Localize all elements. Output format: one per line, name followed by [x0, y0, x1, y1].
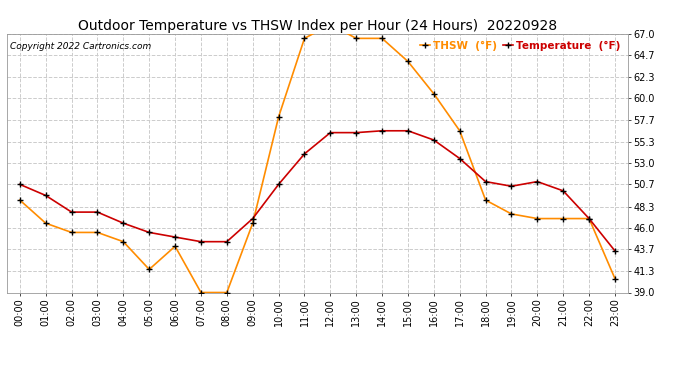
THSW  (°F) — [533, 216, 542, 221]
Temperature  (°F) — [68, 210, 76, 214]
Line: Temperature  (°F): Temperature (°F) — [17, 127, 618, 254]
Temperature  (°F) — [197, 239, 205, 244]
THSW  (°F) — [197, 290, 205, 295]
THSW  (°F) — [145, 267, 153, 272]
Temperature  (°F) — [171, 235, 179, 239]
THSW  (°F) — [119, 239, 128, 244]
Temperature  (°F) — [93, 210, 101, 214]
THSW  (°F) — [611, 276, 619, 281]
Temperature  (°F) — [559, 189, 567, 193]
THSW  (°F) — [93, 230, 101, 235]
THSW  (°F) — [223, 290, 231, 295]
THSW  (°F) — [352, 36, 360, 40]
THSW  (°F) — [455, 129, 464, 133]
Temperature  (°F) — [223, 239, 231, 244]
THSW  (°F) — [248, 221, 257, 225]
THSW  (°F) — [41, 221, 50, 225]
Temperature  (°F) — [275, 182, 283, 187]
THSW  (°F) — [585, 216, 593, 221]
Temperature  (°F) — [378, 129, 386, 133]
Temperature  (°F) — [119, 221, 128, 225]
THSW  (°F) — [482, 198, 490, 202]
THSW  (°F) — [378, 36, 386, 40]
THSW  (°F) — [326, 22, 335, 27]
Temperature  (°F) — [16, 182, 24, 187]
Temperature  (°F) — [507, 184, 515, 189]
Line: THSW  (°F): THSW (°F) — [17, 21, 618, 296]
Temperature  (°F) — [404, 129, 412, 133]
THSW  (°F) — [16, 198, 24, 202]
THSW  (°F) — [430, 92, 438, 96]
THSW  (°F) — [68, 230, 76, 235]
Temperature  (°F) — [326, 130, 335, 135]
Temperature  (°F) — [533, 179, 542, 184]
Title: Outdoor Temperature vs THSW Index per Hour (24 Hours)  20220928: Outdoor Temperature vs THSW Index per Ho… — [78, 19, 557, 33]
Temperature  (°F) — [430, 138, 438, 142]
Temperature  (°F) — [455, 156, 464, 161]
THSW  (°F) — [507, 212, 515, 216]
Temperature  (°F) — [611, 249, 619, 253]
Temperature  (°F) — [41, 193, 50, 198]
THSW  (°F) — [300, 36, 308, 40]
Temperature  (°F) — [145, 230, 153, 235]
Legend: THSW  (°F), Temperature  (°F): THSW (°F), Temperature (°F) — [418, 39, 622, 53]
Temperature  (°F) — [585, 216, 593, 221]
THSW  (°F) — [171, 244, 179, 249]
Text: Copyright 2022 Cartronics.com: Copyright 2022 Cartronics.com — [10, 42, 151, 51]
Temperature  (°F) — [352, 130, 360, 135]
THSW  (°F) — [559, 216, 567, 221]
Temperature  (°F) — [300, 152, 308, 156]
Temperature  (°F) — [248, 216, 257, 221]
THSW  (°F) — [404, 59, 412, 64]
THSW  (°F) — [275, 115, 283, 119]
Temperature  (°F) — [482, 179, 490, 184]
